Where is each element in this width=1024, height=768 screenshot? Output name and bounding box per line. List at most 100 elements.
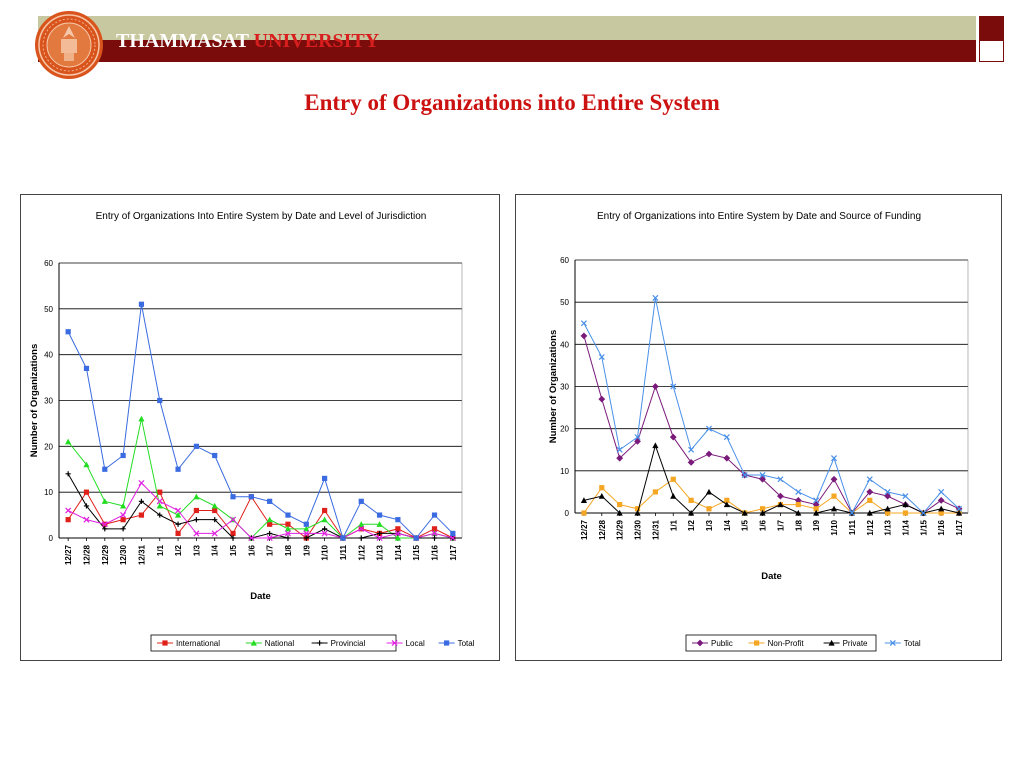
data-point-total [813,497,820,504]
series-line-private [583,443,960,514]
data-point-non-profit [688,497,694,503]
data-point-non-profit [724,497,730,503]
data-point-non-profit [813,506,819,512]
data-point-international [267,521,273,527]
x-tick-label: 1/3 [705,519,714,531]
data-point-private [634,509,641,516]
data-point-national [358,521,365,527]
data-point-provincial [83,503,90,509]
y-tick-label: 50 [44,305,53,314]
x-tick-label: 1/13 [376,544,385,560]
x-axis-label: Date [761,571,782,582]
data-point-local [266,534,273,542]
data-point-local [193,530,200,537]
data-point-non-profit [885,510,891,516]
data-point-provincial [267,530,273,537]
x-tick-label: 1/2 [174,544,183,556]
y-axis-label: Number of Organizations [29,344,40,457]
y-tick-label: 0 [49,534,54,543]
data-point-total [358,498,364,504]
data-point-total [705,425,713,432]
x-tick-label: 1/1 [156,544,165,556]
data-point-private [955,509,963,516]
data-point-international [322,507,328,514]
jurisdiction-chart: Entry of Organizations Into Entire Syste… [29,211,475,652]
university-name: THAMMASAT UNIVERSITY [116,30,379,53]
x-tick-label: 1/10 [830,519,839,535]
x-tick-label: 1/11 [339,544,348,560]
data-point-local [229,516,237,523]
data-point-total [248,494,254,500]
data-point-total [580,320,587,327]
data-point-private [616,509,623,516]
data-point-provincial [376,530,383,537]
x-tick-label: 1/16 [937,519,946,535]
x-tick-label: 1/15 [919,519,928,535]
data-point-provincial [138,498,145,504]
legend-swatch-marker [250,639,257,646]
x-tick-label: 1/8 [284,544,293,556]
x-tick-label: 1/5 [741,519,750,531]
data-point-total [395,517,401,523]
header-corner-square-outline [979,40,1004,62]
data-point-national [193,493,200,500]
data-point-provincial [175,521,181,527]
data-point-provincial [322,526,328,532]
data-point-national [376,521,383,527]
data-point-total [138,301,145,307]
data-point-international [175,530,181,537]
data-point-public [687,459,695,466]
data-point-public [669,433,677,441]
data-point-public [598,395,606,403]
data-point-private [777,501,784,508]
data-point-national [284,525,292,532]
legend: International National Provincial Local Tota… [150,634,475,652]
series-public [580,332,963,517]
legend-swatch-marker [391,639,398,647]
data-point-national [156,502,163,509]
data-point-private [688,509,695,516]
data-point-non-profit [759,506,766,512]
data-point-international [83,489,90,495]
y-tick-label: 40 [44,351,53,360]
data-point-total [267,498,273,504]
legend-label-provincial: Provincial [331,639,366,648]
x-tick-label: 12/29 [101,544,110,565]
y-tick-label: 60 [560,256,569,265]
data-point-total [450,530,456,537]
chart-panel-jurisdiction: Entry of Organizations Into Entire Syste… [20,194,500,661]
data-point-local [394,530,401,537]
series-line-total [583,297,960,515]
y-tick-label: 40 [560,340,569,349]
data-point-provincial [230,535,236,541]
data-point-total [652,294,659,301]
x-tick-label: 1/16 [431,544,440,560]
data-point-total [431,512,438,518]
data-point-total [83,365,90,372]
data-point-local [376,534,383,542]
x-tick-label: 1/14 [394,544,403,560]
data-point-provincial [358,535,364,541]
x-tick-label: 12/31 [651,519,660,540]
y-axis-label: Number of Organizations [548,330,559,443]
x-tick-label: 1/4 [211,544,220,556]
x-tick-label: 12/27 [64,544,73,565]
y-tick-label: 10 [560,467,569,476]
legend-box [685,634,877,652]
data-point-total [212,452,218,459]
data-point-national [321,516,328,523]
data-point-non-profit [938,510,944,516]
data-point-total [688,446,695,453]
data-point-local [284,530,292,537]
data-point-total [322,475,328,482]
x-tick-label: 12/30 [119,544,128,565]
data-point-non-profit [634,506,641,512]
data-point-non-profit [599,485,605,491]
legend-swatch-marker [444,640,450,646]
data-point-non-profit [706,506,712,512]
y-tick-label: 0 [565,509,570,518]
data-point-provincial [212,517,218,523]
x-tick-label: 12/30 [634,519,643,540]
data-point-private [723,501,730,508]
data-point-local [431,530,438,537]
